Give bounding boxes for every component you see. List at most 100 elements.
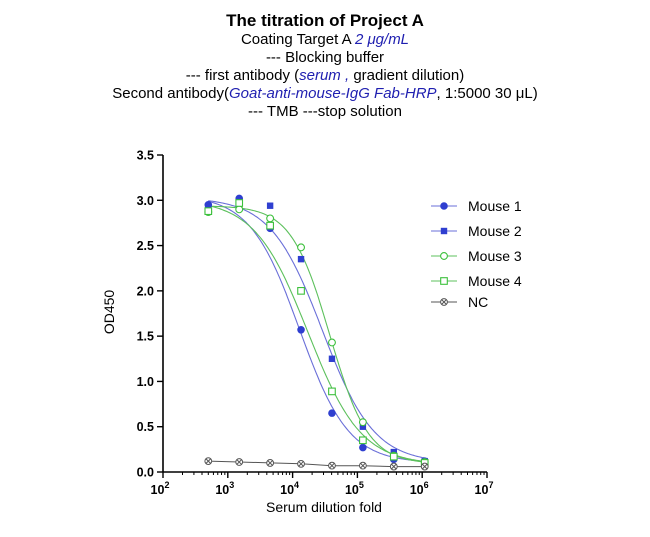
nc-marker-cross	[360, 462, 366, 469]
point-mouse-3	[266, 214, 275, 223]
subtitle-coating: Coating Target A 2 μg/mL	[0, 31, 650, 49]
point-mouse-4	[266, 221, 274, 230]
y-tick-label: 3.5	[137, 149, 154, 163]
point-mouse-4	[359, 436, 367, 445]
point-mouse-3	[358, 418, 367, 427]
legend-label: Mouse 1	[468, 198, 522, 214]
point-mouse-2	[266, 202, 274, 209]
x-tick-exponent: 6	[424, 480, 429, 490]
x-tick-label: 103	[215, 480, 234, 497]
nc-marker-cross	[298, 461, 304, 467]
chart-legend: Mouse 1 Mouse 2 Mouse 3 Mouse 4 NC	[431, 198, 522, 310]
legend-item-mouse-4: Mouse 4	[431, 273, 522, 289]
point-mouse-4	[204, 207, 213, 216]
point-nc	[328, 461, 336, 470]
x-tick-base: 10	[215, 483, 229, 497]
x-tick-exponent: 3	[229, 480, 234, 490]
coating-text: Coating Target A	[240, 31, 355, 48]
y-tick-label: 2.0	[137, 284, 154, 298]
fit-curve-mouse-2	[208, 200, 425, 459]
point-mouse-2	[205, 203, 212, 210]
point-mouse-2	[328, 355, 336, 362]
legend-marker	[440, 252, 448, 260]
x-tick-exponent: 4	[294, 480, 299, 490]
point-nc	[204, 457, 213, 466]
nc-marker-cross	[441, 299, 447, 305]
x-tick-base: 10	[280, 483, 294, 497]
subtitle-second-antibody: Second antibody(Goat-anti-mouse-IgG Fab-…	[0, 85, 650, 103]
legend-marker	[440, 202, 448, 210]
nc-marker-cross	[267, 460, 273, 466]
legend-marker	[440, 277, 448, 285]
legend-label: Mouse 2	[468, 223, 522, 239]
y-axis-label: OD450	[101, 290, 117, 335]
x-tick-base: 10	[151, 483, 165, 497]
point-mouse-3	[297, 243, 305, 252]
legend-label: Mouse 4	[468, 273, 522, 289]
point-mouse-3	[235, 205, 244, 214]
fit-curve-mouse-3	[208, 205, 425, 463]
legend-label: Mouse 3	[468, 248, 522, 264]
legend-item-mouse-2: Mouse 2	[431, 223, 522, 239]
fit-curve-mouse-4	[208, 205, 425, 463]
nc-line	[208, 460, 425, 468]
point-mouse-4	[235, 199, 244, 207]
y-tick-label: 1.5	[137, 330, 154, 344]
chart-title: The titration of Project A	[226, 11, 424, 30]
point-mouse-1	[297, 326, 305, 334]
fit-curves	[208, 200, 425, 468]
y-tick-label: 1.0	[137, 375, 154, 389]
nc-marker-cross	[205, 458, 212, 464]
point-nc	[235, 458, 244, 466]
point-mouse-1	[359, 443, 367, 452]
second-antibody-ratio: , 1:5000 30 μL)	[436, 85, 538, 102]
x-tick-exponent: 5	[359, 480, 364, 490]
y-tick-label: 0.5	[137, 420, 154, 434]
subtitle-blocking: --- Blocking buffer	[265, 49, 385, 66]
point-mouse-1	[328, 409, 336, 417]
point-nc	[266, 459, 275, 467]
point-mouse-4	[389, 452, 398, 461]
chart-titles: The titration of Project A Coating Targe…	[0, 10, 650, 121]
x-tick-exponent: 2	[164, 480, 169, 490]
x-tick-base: 10	[410, 483, 424, 497]
point-nc	[358, 461, 367, 470]
x-tick-label: 102	[151, 480, 170, 497]
point-mouse-3	[328, 338, 336, 347]
nc-marker-cross	[236, 459, 242, 465]
point-mouse-4	[328, 387, 336, 396]
point-mouse-4	[297, 287, 305, 295]
legend-item-nc: NC	[431, 294, 488, 310]
legend-marker	[440, 298, 448, 306]
x-tick-label: 107	[475, 480, 494, 497]
x-tick-base: 10	[345, 483, 359, 497]
point-nc	[297, 459, 305, 468]
x-tick-label: 106	[410, 480, 429, 497]
nc-marker-cross	[391, 463, 397, 470]
y-tick-label: 2.5	[137, 239, 154, 253]
point-mouse-2	[297, 255, 305, 263]
point-nc	[389, 462, 398, 471]
subtitle-first-antibody: --- first antibody (serum , gradient dil…	[0, 67, 650, 85]
coating-concentration: 2 μg/mL	[354, 31, 410, 48]
x-tick-label: 105	[345, 480, 364, 497]
x-tick-label: 104	[280, 480, 299, 497]
x-tick-exponent: 7	[488, 480, 493, 490]
y-tick-label: 3.0	[137, 194, 154, 208]
legend-item-mouse-3: Mouse 3	[431, 248, 522, 264]
subtitle-tmb: --- TMB ---stop solution	[248, 103, 402, 120]
x-tick-base: 10	[475, 483, 489, 497]
fit-curve-mouse-1	[208, 200, 425, 462]
first-antibody-serum: serum ,	[299, 67, 354, 84]
second-antibody-name: Goat-anti-mouse-IgG Fab-HRP	[228, 85, 437, 102]
second-antibody-text: Second antibody(	[112, 85, 229, 102]
nc-marker-cross	[421, 463, 428, 470]
x-axis-label: Serum dilution fold	[266, 499, 382, 515]
legend-item-mouse-1: Mouse 1	[431, 198, 522, 214]
y-tick-label: 0.0	[137, 466, 154, 480]
first-antibody-text: --- first antibody (	[185, 67, 300, 84]
nc-marker-cross	[329, 462, 335, 469]
point-mouse-2	[359, 423, 367, 430]
